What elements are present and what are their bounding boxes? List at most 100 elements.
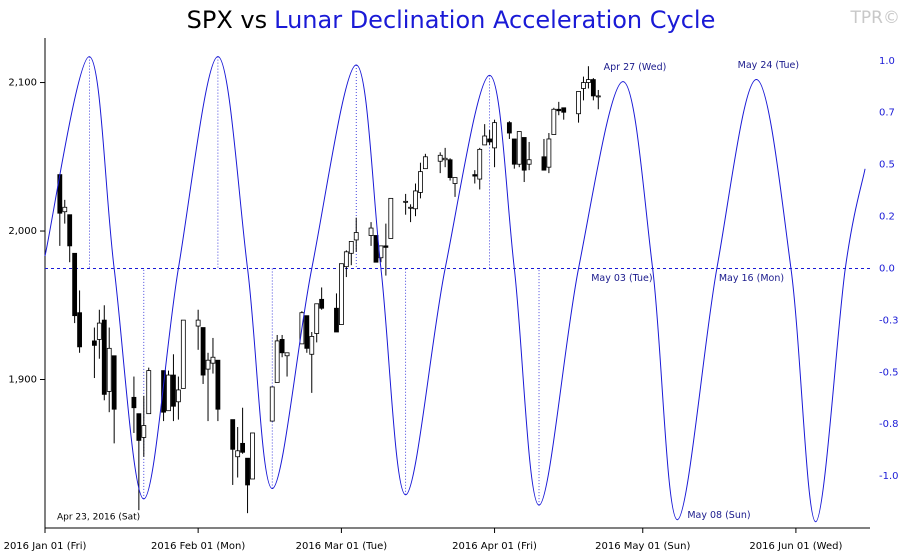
x-tick-label: 2016 Feb 01 (Mon) — [151, 541, 245, 552]
candle-body — [279, 339, 285, 354]
candle-body — [334, 307, 339, 333]
candle-body — [235, 450, 241, 458]
candle-body — [442, 157, 448, 161]
candle-body — [418, 171, 423, 193]
candle-body — [576, 91, 581, 115]
candle-body — [180, 319, 186, 389]
candle-body — [403, 200, 409, 203]
candle-body — [516, 131, 522, 165]
candle-body — [230, 419, 236, 450]
x-tick-label: 2016 May 01 (Sun) — [595, 541, 690, 552]
candle-body — [161, 370, 166, 413]
candle-body — [556, 108, 562, 112]
candle-body — [274, 340, 280, 383]
candle-body — [136, 413, 142, 441]
candle-body — [92, 340, 97, 346]
candle-body — [171, 374, 176, 407]
candle-body — [314, 303, 320, 334]
candle-body — [309, 336, 315, 355]
candle-body — [304, 315, 310, 349]
candle-body — [106, 347, 112, 392]
candle-body — [146, 370, 152, 415]
candle-body — [67, 214, 73, 247]
note: Apr 23, 2016 (Sat) — [57, 513, 140, 523]
x-tick-label: 2016 Jun 01 (Wed) — [749, 541, 842, 552]
y2-tick-label: 1.0 — [879, 56, 895, 67]
candle-body — [319, 298, 325, 309]
candle-body — [388, 197, 394, 239]
candle-body — [343, 251, 349, 268]
candle-body — [339, 263, 344, 325]
candle-body — [215, 359, 221, 410]
candle-body — [413, 190, 418, 210]
candle-body — [195, 319, 201, 327]
candle-body — [472, 174, 478, 177]
candle-body — [250, 432, 255, 480]
candle-body — [551, 108, 557, 135]
y-tick-label: 2,000 — [8, 226, 37, 237]
candle-body — [447, 159, 453, 178]
candle-body — [526, 159, 532, 165]
candle-body — [348, 241, 354, 254]
candle-body — [482, 135, 488, 146]
candle-body — [422, 156, 428, 170]
candle-body — [175, 389, 181, 403]
candle-body — [373, 235, 379, 263]
candle-body — [506, 122, 512, 134]
candle-body — [477, 148, 483, 180]
candle-body — [561, 107, 567, 113]
candle-body — [77, 312, 82, 348]
x-tick-label: 2016 Apr 01 (Fri) — [452, 541, 537, 552]
candle-body — [111, 355, 117, 410]
candle-body — [96, 322, 102, 340]
candle-body — [62, 206, 68, 213]
candle-body — [511, 138, 517, 165]
candle-body — [546, 138, 552, 168]
candle-body — [101, 319, 107, 395]
candle-body — [452, 177, 458, 184]
annotation: Apr 27 (Wed) — [604, 62, 667, 73]
candle-body — [492, 122, 497, 149]
candle-body — [240, 442, 246, 453]
candle-body — [590, 79, 596, 97]
candle-body — [408, 206, 413, 209]
candle-body — [586, 79, 591, 83]
candle-body — [141, 425, 147, 438]
candle-body — [72, 252, 78, 317]
y2-tick-label: -0.8 — [879, 419, 899, 430]
annotation: May 16 (Mon) — [719, 273, 784, 284]
candle-body — [581, 82, 586, 89]
chart-title-highlight: Lunar Declination Acceleration Cycle — [274, 6, 715, 34]
candle-body — [541, 156, 547, 171]
y2-tick-label: -0.5 — [879, 367, 899, 378]
y2-tick-label: 0.7 — [879, 108, 895, 119]
candle-body — [245, 457, 250, 486]
y2-tick-label: 0.2 — [879, 212, 895, 223]
candle-body — [200, 327, 206, 376]
candle-body — [284, 352, 290, 357]
candle-body — [353, 232, 359, 241]
candle-body — [269, 386, 275, 422]
annotation: May 24 (Tue) — [738, 60, 799, 71]
candle-body — [595, 95, 601, 98]
y-tick-label: 2,100 — [8, 78, 37, 89]
y2-tick-label: -1.0 — [879, 471, 899, 482]
candle-body — [210, 356, 216, 364]
y-tick-label: 1,900 — [8, 375, 37, 386]
candle-body — [131, 396, 137, 409]
annotation: May 08 (Sun) — [687, 510, 750, 521]
x-tick-label: 2016 Jan 01 (Fri) — [4, 541, 87, 552]
x-tick-label: 2016 Mar 01 (Tue) — [296, 541, 388, 552]
candle-body — [437, 154, 443, 162]
y2-tick-label: 0.5 — [879, 160, 895, 171]
candle-body — [166, 374, 171, 412]
annotation: May 03 (Tue) — [591, 273, 652, 284]
candle-body — [383, 245, 389, 248]
candle-body — [205, 359, 211, 370]
candle-body — [487, 138, 493, 143]
cycle-line — [44, 56, 866, 523]
candle-body — [368, 227, 374, 236]
y2-tick-label: 0.0 — [879, 263, 895, 274]
